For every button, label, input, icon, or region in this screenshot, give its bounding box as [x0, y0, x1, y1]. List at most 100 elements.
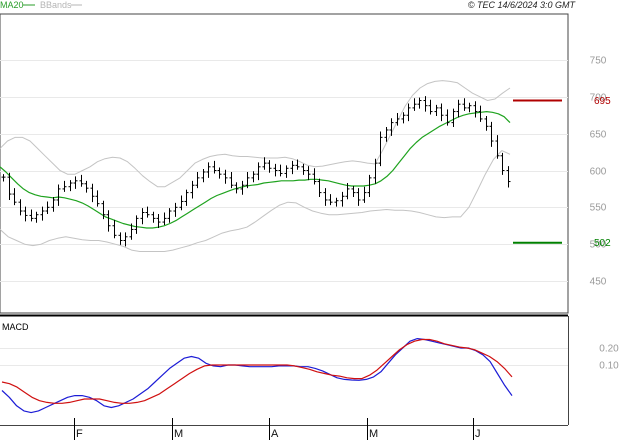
- price-bar: [201, 169, 206, 183]
- ma20-line: [0, 110, 511, 229]
- price-bar: [489, 121, 494, 147]
- price-bar: [95, 190, 100, 207]
- price-bar: [473, 101, 478, 118]
- price-bar: [334, 197, 339, 207]
- time-tick-label: F: [76, 428, 83, 440]
- ma20-series: [0, 110, 511, 229]
- legend: MA20 BBands: [0, 0, 82, 10]
- price-tick-label: 700: [590, 93, 607, 104]
- macd-gridlines: [0, 348, 568, 366]
- price-bar: [195, 171, 200, 189]
- price-bar: [62, 180, 67, 192]
- price-tick-label: 600: [590, 167, 607, 178]
- price-bar: [140, 208, 145, 225]
- bbands-legend-label: BBands: [40, 0, 72, 10]
- price-bar: [278, 164, 283, 177]
- price-bar: [467, 102, 472, 113]
- price-bar: [162, 212, 167, 226]
- price-bar: [179, 195, 184, 211]
- price-bar: [323, 188, 328, 206]
- price-bar: [445, 109, 450, 126]
- price-tick-label: 650: [590, 130, 607, 141]
- price-bar: [401, 112, 406, 124]
- price-bar: [284, 165, 289, 178]
- price-bar: [234, 182, 239, 194]
- price-tick-label: 750: [590, 56, 607, 67]
- price-tick-label: 550: [590, 203, 607, 214]
- price-bar: [84, 180, 89, 193]
- price-bar: [462, 98, 467, 111]
- price-bar: [12, 188, 17, 206]
- price-bar: [356, 188, 361, 206]
- macd-signal-line: [1, 338, 513, 404]
- price-bar: [389, 118, 394, 136]
- price-bar: [184, 189, 189, 206]
- price-bar: [340, 191, 345, 207]
- price-bar: [384, 127, 389, 142]
- price-bar: [317, 178, 322, 198]
- price-bars: [1, 96, 511, 247]
- price-bar: [500, 152, 505, 175]
- price-bar: [345, 183, 350, 200]
- price-bar: [145, 206, 150, 218]
- macd-tick-label: 0.10: [599, 361, 619, 372]
- price-bar: [7, 172, 12, 200]
- price-bar: [451, 108, 456, 128]
- price-bar: [45, 201, 50, 214]
- price-bar: [123, 232, 128, 247]
- macd-title: MACD: [2, 322, 29, 332]
- price-bar: [290, 160, 295, 175]
- price-bar: [495, 135, 500, 159]
- resistance-label: 695: [594, 96, 611, 107]
- time-tick-label: A: [271, 428, 279, 440]
- time-tick-label: M: [369, 428, 378, 440]
- price-bar: [367, 174, 372, 198]
- price-bar: [112, 219, 117, 239]
- price-bar: [173, 202, 178, 217]
- price-bar: [295, 159, 300, 170]
- price-bar: [167, 208, 172, 223]
- price-gridlines: [0, 60, 568, 282]
- price-bar: [68, 180, 73, 192]
- price-bar: [434, 104, 439, 116]
- price-bar: [34, 211, 39, 223]
- macd-line: [1, 338, 513, 414]
- price-bar: [395, 113, 400, 126]
- price-bar: [306, 166, 311, 181]
- price-bar: [40, 206, 45, 221]
- copyright-text: © TEC 14/6/2024 3:0 GMT: [468, 0, 577, 10]
- price-bar: [18, 199, 23, 216]
- price-bar: [29, 209, 34, 222]
- price-panel-frame: [0, 13, 569, 314]
- price-bar: [373, 158, 378, 184]
- price-bar: [56, 184, 61, 206]
- price-bar: [328, 194, 333, 206]
- price-bar: [301, 163, 306, 175]
- price-bar: [478, 105, 483, 122]
- price-bar: [267, 160, 272, 173]
- ma20-legend-label: MA20: [0, 0, 24, 10]
- price-bar: [456, 99, 461, 118]
- bollinger-upper-band: [0, 80, 511, 188]
- macd-series: [1, 338, 513, 414]
- macd-tick-label: 0.20: [599, 344, 619, 355]
- price-bar: [90, 183, 95, 203]
- price-bar: [23, 206, 28, 222]
- macd-axis: 0.20 0.10: [599, 344, 619, 372]
- price-bar: [101, 200, 106, 220]
- price-bar: [506, 166, 511, 188]
- price-bar: [423, 96, 428, 112]
- support-label: 502: [594, 238, 611, 249]
- price-tick-label: 450: [590, 277, 607, 288]
- price-bar: [417, 97, 422, 109]
- price-bar: [273, 163, 278, 177]
- price-axis: 450 500 550 600 650 700 750: [590, 56, 607, 288]
- price-bar: [229, 171, 234, 189]
- price-bar: [428, 99, 433, 115]
- reference-levels: 695 502: [513, 96, 611, 249]
- price-bar: [256, 162, 261, 181]
- time-tick-label: M: [174, 428, 183, 440]
- price-bar: [362, 186, 367, 203]
- price-bar: [73, 176, 78, 189]
